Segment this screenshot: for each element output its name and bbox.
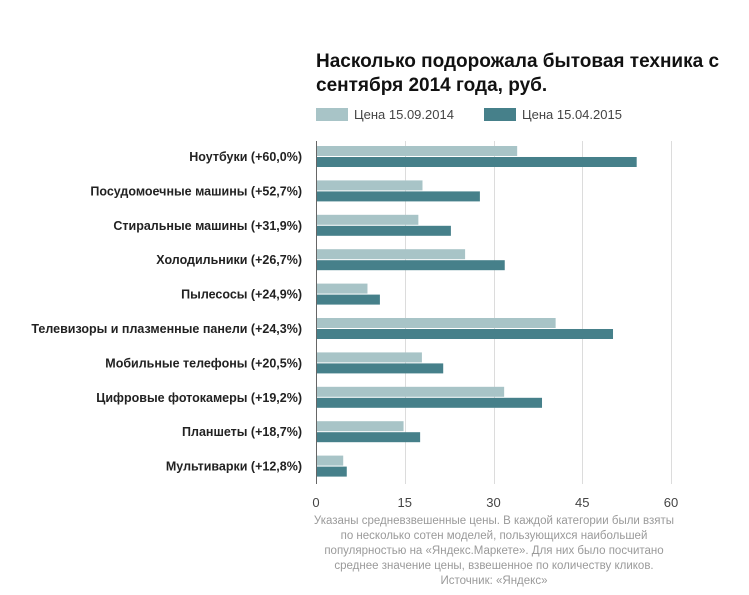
bar-2014 — [317, 386, 505, 397]
category-label: Планшеты (+18,7%) — [182, 425, 302, 439]
bar-2015 — [317, 225, 451, 236]
legend-label-2014: Цена 15.09.2014 — [354, 106, 454, 122]
bar-2014 — [317, 455, 344, 466]
legend-label-2015: Цена 15.04.2015 — [522, 106, 622, 122]
category-label: Холодильники (+26,7%) — [156, 253, 302, 267]
bar-2015 — [317, 363, 444, 374]
x-tick-label: 30 — [486, 495, 500, 510]
x-tick-label: 15 — [398, 495, 412, 510]
bar-2015 — [317, 397, 543, 408]
bar-2015 — [317, 432, 421, 443]
bar-2015 — [317, 466, 347, 477]
bar-2015 — [317, 191, 480, 202]
bar-2015 — [317, 260, 505, 271]
x-tick-label: 60 — [664, 495, 678, 510]
category-label: Посудомоечные машины (+52,7%) — [90, 184, 302, 198]
category-label: Пылесосы (+24,9%) — [181, 288, 302, 302]
bar-2014 — [317, 249, 466, 260]
legend-swatch-2015 — [484, 107, 516, 121]
category-label: Стиральные машины (+31,9%) — [113, 219, 302, 233]
bar-2015 — [317, 294, 380, 305]
chart-title: Насколько подорожала бытовая техника с с… — [316, 51, 720, 96]
bar-2014 — [317, 318, 556, 328]
category-label: Ноутбуки (+60,0%) — [189, 150, 302, 164]
legend-item-2014: Цена 15.09.2014 — [316, 106, 454, 122]
legend-swatch-2014 — [316, 107, 348, 121]
x-tick-label: 45 — [575, 495, 589, 510]
bar-2014 — [317, 146, 518, 156]
bar-2015 — [317, 329, 614, 339]
bar-2015 — [317, 157, 637, 167]
bar-2014 — [317, 180, 423, 191]
chart-footnote: Указаны средневзвешенные цены. В каждой … — [313, 515, 675, 587]
category-label: Мультиварки (+12,8%) — [166, 460, 302, 474]
bar-2014 — [317, 214, 419, 225]
bar-2014 — [317, 352, 422, 363]
category-label: Телевизоры и плазменные панели (+24,3%) — [31, 322, 302, 336]
legend-item-2015: Цена 15.04.2015 — [484, 106, 622, 122]
bar-2014 — [317, 421, 404, 432]
bar-2014 — [317, 283, 368, 294]
x-tick-label: 0 — [312, 495, 319, 510]
category-label: Цифровые фотокамеры (+19,2%) — [96, 391, 302, 405]
category-label: Мобильные телефоны (+20,5%) — [105, 356, 302, 370]
